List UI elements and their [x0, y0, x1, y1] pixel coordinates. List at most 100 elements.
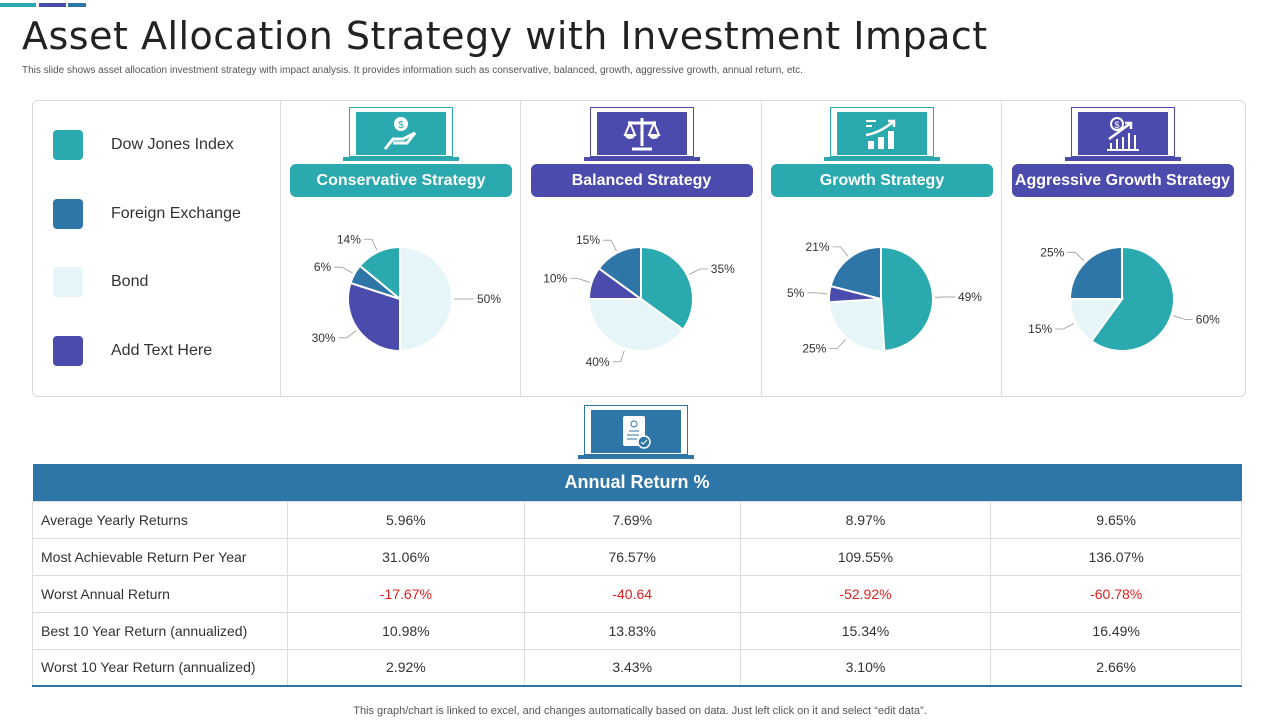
data-label: 49% — [958, 290, 982, 304]
pie-chart: 60% 15% 25% — [1028, 245, 1220, 352]
table-cell: 31.06% — [287, 537, 525, 576]
data-label: 10% — [543, 272, 567, 286]
strategy-title: Conservative Strategy — [290, 164, 512, 197]
table-cell: 8.97% — [739, 500, 992, 539]
table-cell: -52.92% — [739, 574, 992, 613]
scales-icon — [596, 112, 687, 155]
pie-slice-foreign-exchange — [1068, 245, 1123, 300]
legend-swatch — [53, 267, 83, 297]
annual-return-monitor — [578, 405, 694, 459]
table-cell: 9.65% — [990, 500, 1242, 539]
hand-dollar-icon: $ — [356, 112, 446, 155]
data-label: 30% — [312, 331, 336, 345]
table-cell: -40.64 — [523, 574, 741, 613]
dollar-growth-icon: $ — [1077, 112, 1168, 155]
strategy-title: Aggressive Growth Strategy — [1011, 164, 1234, 197]
leader-line — [363, 238, 378, 251]
pie-slice-add-text-here — [347, 281, 401, 353]
leader-line — [612, 350, 625, 363]
legend-label: Dow Jones Index — [111, 136, 234, 153]
legend-swatch — [53, 199, 83, 229]
legend-label: Bond — [111, 273, 149, 290]
page-subtitle: This slide shows asset allocation invest… — [22, 65, 803, 76]
strategy-panel: Dow Jones Index Foreign Exchange Bond Ad… — [32, 100, 1246, 397]
strategy-title: Growth Strategy — [771, 164, 993, 197]
row-label: Best 10 Year Return (annualized) — [32, 611, 288, 650]
table-cell: 16.49% — [990, 611, 1242, 650]
table-cell: 2.92% — [287, 648, 525, 687]
table-cell: 13.83% — [523, 611, 741, 650]
row-label: Worst 10 Year Return (annualized) — [32, 648, 288, 687]
certificate-icon — [591, 410, 681, 453]
table-row: Average Yearly Returns 5.96% 7.69% 8.97% 9.6… — [32, 500, 1242, 539]
data-label: 14% — [337, 232, 361, 246]
growth-chart-icon — [837, 112, 927, 155]
data-label: 25% — [1040, 245, 1064, 259]
legend-swatch — [53, 130, 83, 160]
strategy-growth-strategy: Growth Strategy 49% 25% 5% 21% — [762, 101, 1002, 396]
data-label: 60% — [1195, 312, 1219, 326]
data-label: 15% — [576, 233, 600, 247]
leader-line — [334, 266, 353, 274]
data-label: 50% — [477, 292, 501, 306]
pie-slice-dow-jones-index — [880, 245, 934, 352]
legend-swatch — [53, 336, 83, 366]
table-cell: 109.55% — [739, 537, 992, 576]
table-row: Worst 10 Year Return (annualized) 2.92% 3.… — [32, 648, 1242, 687]
leader-line — [569, 278, 590, 283]
footer-note: This graph/chart is linked to excel, and… — [353, 705, 927, 717]
leader-line — [338, 330, 357, 339]
pie-slice-bond — [828, 297, 886, 352]
leader-line — [688, 268, 708, 275]
svg-text:$: $ — [398, 120, 404, 131]
leader-line — [1066, 251, 1084, 262]
legend-item-add: Add Text Here — [53, 335, 212, 367]
table-cell: 7.69% — [523, 500, 741, 539]
strategy-balanced-strategy: Balanced Strategy 35% 40% 10% 15% — [522, 101, 762, 396]
pie-slice-dow-jones-index — [358, 245, 401, 302]
data-label: 40% — [585, 355, 609, 369]
decor-bar — [68, 3, 86, 7]
strategy-aggressive-growth-strategy: $ Aggressive Growth Strategy 60% 15% 25% — [1003, 101, 1243, 396]
strategy-conservative-strategy: $ Conservative Strategy 50% 30% 6% 14% — [281, 101, 521, 396]
legend-item-bond: Bond — [53, 266, 148, 298]
strategy-monitor: $ — [1064, 107, 1181, 161]
decor-bar — [0, 3, 36, 7]
table-cell: 76.57% — [523, 537, 741, 576]
strategy-monitor — [824, 107, 940, 161]
page-title: Asset Allocation Strategy with Investmen… — [22, 14, 988, 58]
table-cell: 3.10% — [739, 648, 992, 687]
strategy-monitor — [583, 107, 700, 161]
row-label: Worst Annual Return — [32, 574, 288, 613]
annual-return-table: Annual Return % Average Yearly Returns 5.… — [32, 464, 1242, 687]
data-label: 21% — [806, 240, 830, 254]
pie-slice-foreign-exchange — [597, 245, 642, 301]
table-row: Best 10 Year Return (annualized) 10.98% 13… — [32, 611, 1242, 650]
data-label: 35% — [710, 262, 734, 276]
table-cell: -60.78% — [990, 574, 1242, 613]
strategy-title: Balanced Strategy — [530, 164, 753, 197]
svg-text:$: $ — [1114, 120, 1119, 130]
pie-slice-dow-jones-index — [639, 245, 694, 331]
data-label: 6% — [314, 260, 332, 274]
legend-item-foreign: Foreign Exchange — [53, 198, 241, 230]
data-label: 25% — [802, 342, 826, 356]
table-cell: 10.98% — [287, 611, 525, 650]
row-label: Average Yearly Returns — [32, 500, 288, 539]
pie-slice-dow-jones-index — [1089, 245, 1175, 352]
row-label: Most Achievable Return Per Year — [32, 537, 288, 576]
pie-chart: 49% 25% 5% 21% — [787, 240, 982, 356]
table-cell: 5.96% — [287, 500, 525, 539]
table-header: Annual Return % — [32, 464, 1242, 501]
data-label: 5% — [787, 286, 805, 300]
leader-line — [832, 246, 849, 257]
table-cell: 136.07% — [990, 537, 1242, 576]
leader-line — [807, 292, 828, 295]
pie-slice-bond — [399, 245, 453, 353]
data-label: 15% — [1028, 322, 1052, 336]
pie-slice-bond — [587, 298, 684, 352]
table-cell: 15.34% — [739, 611, 992, 650]
leader-line — [1172, 315, 1193, 320]
pie-chart: 35% 40% 10% 15% — [543, 233, 735, 369]
decor-bar — [39, 3, 66, 7]
